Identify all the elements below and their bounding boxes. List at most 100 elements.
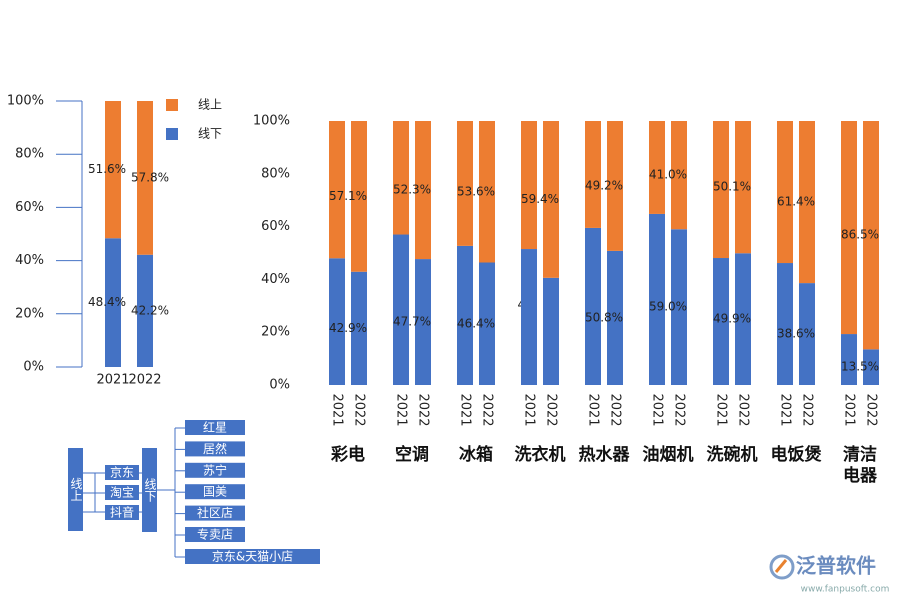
channel-box [185, 527, 245, 542]
channel-label: 苏宁 [203, 462, 227, 477]
logo-name: 泛普软件 [796, 554, 876, 578]
x-tick-label: 2021 [778, 393, 793, 426]
channel-box [185, 420, 245, 435]
y-tick-label: 40% [15, 253, 44, 268]
value-label: 49.9% [713, 312, 751, 326]
y-tick-label: 0% [23, 360, 44, 375]
x-tick-label: 2021 [714, 393, 729, 426]
logo-icon [769, 554, 795, 580]
logo-url: www.fanpusoft.com [801, 585, 890, 595]
value-label: 50.8% [585, 310, 623, 324]
bar-segment [393, 234, 409, 385]
y-tick-label: 40% [261, 272, 290, 287]
logo-icon [774, 559, 788, 573]
logo: 泛普软件 www.fanpusoft.com [769, 554, 890, 595]
bar-segment [607, 250, 623, 385]
x-tick-label: 2022 [736, 393, 751, 426]
channel-label: 京东 [110, 466, 134, 480]
group-label: 热水器 [578, 445, 630, 464]
value-label: 13.5% [841, 360, 879, 374]
value-label: 61.4% [777, 195, 815, 209]
x-tick-label: 2021 [650, 393, 665, 426]
channel-box [185, 441, 245, 457]
value-label: 53.6% [457, 184, 495, 198]
x-tick-label: 2022 [544, 393, 559, 426]
bar-segment [543, 121, 559, 278]
bar-segment [105, 101, 121, 239]
value-label: 38.6% [777, 327, 815, 341]
channel-box [185, 462, 245, 478]
value-label: 42.9% [329, 321, 367, 335]
bar-segment [137, 101, 153, 255]
value-label: 57.1% [329, 189, 367, 203]
bar-segment [777, 121, 793, 264]
value-label: 59.4% [521, 192, 559, 206]
bar-segment [841, 121, 857, 335]
bar-segment [713, 121, 729, 259]
channel-box [142, 448, 157, 532]
bar-segment [351, 121, 367, 272]
channel-box [68, 448, 83, 531]
group-label: 冰箱 [459, 445, 493, 464]
bar-segment [479, 121, 495, 263]
bar-segment [735, 253, 751, 385]
bar-segment [351, 271, 367, 385]
y-tick-label: 20% [15, 306, 44, 321]
bar-segment [649, 121, 665, 214]
x-tick-label: 2021 [330, 393, 345, 426]
value-label: 46.4% [457, 316, 495, 330]
x-tick-label: 2022 [800, 393, 815, 426]
bar-segment [457, 121, 473, 246]
channel-label: 抖音 [110, 505, 134, 520]
group-label: 彩电 [331, 445, 365, 464]
y-tick-label: 100% [7, 94, 44, 109]
y-tick-label: 100% [253, 114, 290, 129]
channel-box [105, 485, 139, 500]
bar-segment [137, 254, 153, 367]
y-tick-label: 20% [261, 325, 290, 340]
value-label: 47.7% [393, 315, 431, 329]
bar-segment [415, 259, 431, 385]
x-tick-label: 2021 [96, 373, 129, 388]
bar-segment [607, 121, 623, 251]
bar-segment [329, 121, 345, 259]
bar-segment [393, 121, 409, 235]
bar-segment [713, 258, 729, 385]
value-label: 86.5% [841, 228, 879, 242]
bar-segment [457, 245, 473, 385]
channel-label: 红星 [203, 420, 227, 435]
channel-box [185, 505, 245, 521]
channel-group-label: 线上 [69, 477, 83, 501]
channel-label: 社区店 [197, 505, 233, 520]
legend-swatch [166, 99, 178, 111]
y-tick-label: 80% [15, 147, 44, 162]
bar-segment [479, 262, 495, 385]
legend-label: 线上 [198, 98, 222, 112]
legend-label: 线下 [198, 127, 222, 141]
y-tick-label: 0% [269, 378, 290, 393]
channel-box [105, 505, 139, 520]
value-label: 48.4% [88, 295, 126, 309]
x-tick-label: 2021 [458, 393, 473, 426]
bar-segment [585, 121, 601, 228]
channel-label: 淘宝 [110, 486, 134, 500]
x-tick-label: 2022 [128, 373, 161, 388]
bar-segment [521, 249, 537, 385]
bar-segment [585, 227, 601, 385]
value-label: 42.2% [131, 303, 169, 317]
value-label: 57.8% [131, 170, 169, 184]
x-tick-label: 2021 [394, 393, 409, 426]
group-label: 空调 [395, 445, 429, 464]
bar-segment [105, 238, 121, 367]
bar-segment [799, 283, 815, 385]
group-label: 洗碗机 [706, 445, 758, 464]
x-tick-label: 2022 [352, 393, 367, 426]
x-tick-label: 2022 [864, 393, 879, 426]
bar-segment [777, 263, 793, 385]
value-label: 51.6% [88, 162, 126, 176]
channel-box [105, 465, 139, 480]
channel-box [185, 484, 245, 500]
bar-segment [329, 258, 345, 385]
